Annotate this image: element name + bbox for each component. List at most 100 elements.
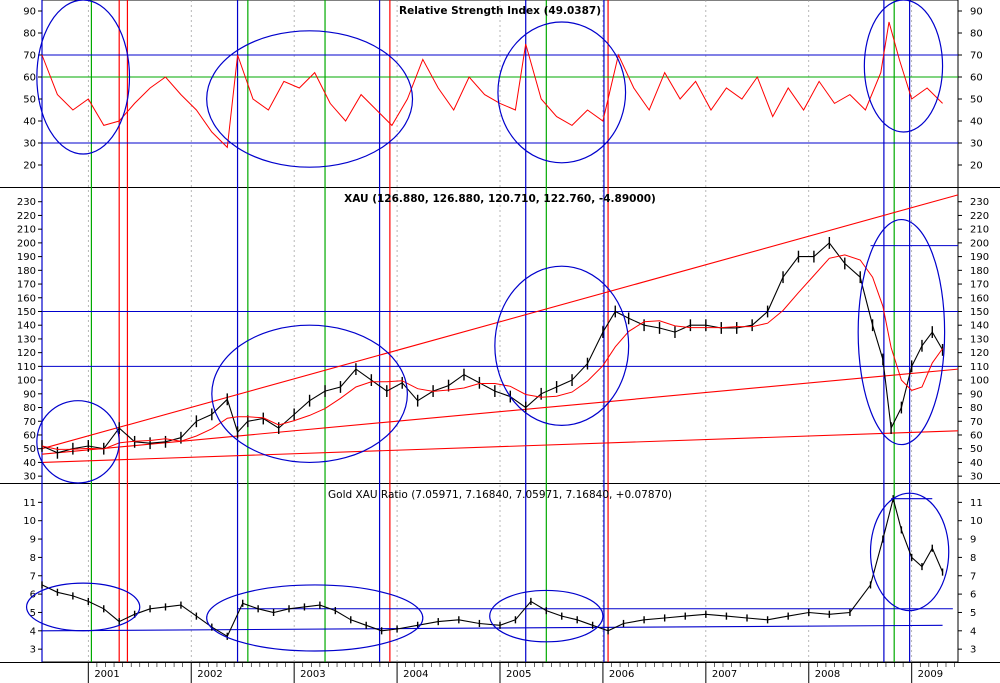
ratio-panel: 3 3 4 4 5 5 6 6 7 7 8 8 9 9 10 10 11 11: [23, 492, 983, 656]
y-tick-label-right: 10: [970, 516, 983, 527]
rsi-title: Relative Strength Index (49.0387): [399, 5, 601, 17]
trend-line: [41, 368, 959, 455]
y-tick-label-left: 50: [23, 444, 36, 455]
y-tick-label-left: 70: [23, 417, 36, 428]
rsi-line: [41, 21, 943, 149]
y-tick-label-left: 30: [23, 472, 36, 483]
y-tick-label-left: 80: [23, 403, 36, 414]
year-label: 2003: [300, 669, 325, 680]
y-tick-label-right: 60: [970, 73, 983, 84]
annotation-ellipse: [494, 265, 630, 426]
x-axis-year-labels: 2001 2002 2003 2004 2005 2006 2007 2008 2009: [94, 669, 943, 680]
y-tick-label-right: 190: [970, 252, 989, 263]
y-tick-label-left: 40: [23, 117, 36, 128]
year-label: 2009: [918, 669, 943, 680]
y-tick-label-left: 7: [30, 571, 36, 582]
year-label: 2006: [609, 669, 634, 680]
y-tick-label-left: 180: [17, 266, 36, 277]
y-tick-label-right: 90: [970, 389, 983, 400]
year-label: 2005: [506, 669, 531, 680]
y-tick-label-right: 200: [970, 238, 989, 249]
y-tick-label-right: 140: [970, 321, 989, 332]
y-tick-label-left: 130: [17, 334, 36, 345]
y-tick-label-right: 30: [970, 472, 983, 483]
y-tick-label-right: 90: [970, 7, 983, 18]
y-tick-label-right: 170: [970, 280, 989, 291]
ratio-price-line: [41, 496, 944, 638]
annotation-ellipse: [25, 582, 141, 632]
y-tick-label-left: 220: [17, 211, 36, 222]
y-tick-label-right: 220: [970, 211, 989, 222]
y-tick-label-left: 90: [23, 7, 36, 18]
y-tick-label-right: 230: [970, 197, 989, 208]
y-tick-label-left: 140: [17, 321, 36, 332]
xau-moving-average: [41, 254, 944, 450]
y-tick-label-right: 80: [970, 403, 983, 414]
y-tick-label-right: 150: [970, 307, 989, 318]
y-tick-label-left: 80: [23, 29, 36, 40]
y-tick-label-right: 160: [970, 293, 989, 304]
y-tick-label-right: 40: [970, 117, 983, 128]
y-tick-label-right: 110: [970, 362, 989, 373]
y-tick-label-left: 9: [30, 535, 36, 546]
year-label: 2008: [815, 669, 840, 680]
y-tick-label-right: 7: [970, 571, 976, 582]
y-tick-label-right: 70: [970, 51, 983, 62]
y-tick-label-right: 120: [970, 348, 989, 359]
y-tick-label-right: 4: [970, 626, 976, 637]
trend-line: [41, 430, 959, 463]
trend-line: [41, 194, 959, 450]
y-tick-label-right: 80: [970, 29, 983, 40]
y-tick-label-right: 30: [970, 139, 983, 150]
annotation-ellipse: [863, 0, 944, 133]
y-tick-label-right: 11: [970, 498, 983, 509]
annotation-ellipse: [497, 21, 627, 164]
annotation-ellipse: [36, 400, 120, 484]
y-tick-label-left: 6: [30, 590, 36, 601]
y-tick-label-left: 230: [17, 197, 36, 208]
y-tick-label-right: 210: [970, 225, 989, 236]
y-tick-label-left: 3: [30, 645, 36, 656]
y-tick-label-left: 100: [17, 376, 36, 387]
y-tick-label-left: 160: [17, 293, 36, 304]
y-tick-label-left: 90: [23, 389, 36, 400]
y-tick-label-right: 130: [970, 334, 989, 345]
year-label: 2002: [197, 669, 222, 680]
annotation-ellipse: [869, 492, 950, 612]
y-tick-label-right: 100: [970, 376, 989, 387]
y-tick-label-right: 40: [970, 458, 983, 469]
y-tick-label-left: 110: [17, 362, 36, 373]
y-tick-label-right: 70: [970, 417, 983, 428]
trend-line: [41, 624, 943, 632]
annotation-ellipse: [211, 324, 408, 464]
y-tick-label-right: 5: [970, 608, 976, 619]
y-tick-label-left: 10: [23, 516, 36, 527]
y-tick-label-left: 20: [23, 161, 36, 172]
annotation-ellipse: [206, 30, 414, 168]
rsi-panel: 20 20 30 30 40 40 50 50 60 60 70 70 80 80 90 90: [23, 0, 983, 172]
y-tick-label-left: 210: [17, 225, 36, 236]
panels: 20 20 30 30 40 40 50 50 60 60 70 70 80 80 90 90 30 30 40 40…: [17, 0, 989, 656]
y-tick-label-right: 50: [970, 444, 983, 455]
y-tick-label-left: 40: [23, 458, 36, 469]
y-tick-label-left: 30: [23, 139, 36, 150]
y-tick-label-right: 6: [970, 590, 976, 601]
y-tick-label-left: 4: [30, 626, 36, 637]
y-tick-label-left: 70: [23, 51, 36, 62]
y-tick-label-left: 200: [17, 238, 36, 249]
y-tick-label-left: 50: [23, 95, 36, 106]
annotation-ellipse: [489, 589, 604, 643]
y-tick-label-right: 60: [970, 430, 983, 441]
year-label: 2004: [403, 669, 428, 680]
y-tick-label-left: 5: [30, 608, 36, 619]
y-tick-label-left: 8: [30, 553, 36, 564]
y-tick-label-right: 3: [970, 645, 976, 656]
xau-panel: 30 30 40 40 50 50 60 60 70 70 80 80 90 90 100 100 110 110…: [17, 194, 989, 484]
xau-title: XAU (126.880, 126.880, 120.710, 122.760,…: [344, 193, 656, 205]
year-label: 2007: [712, 669, 737, 680]
y-tick-label-left: 170: [17, 280, 36, 291]
y-tick-label-left: 11: [23, 498, 36, 509]
annotation-ellipse: [36, 0, 131, 155]
y-tick-label-right: 20: [970, 161, 983, 172]
